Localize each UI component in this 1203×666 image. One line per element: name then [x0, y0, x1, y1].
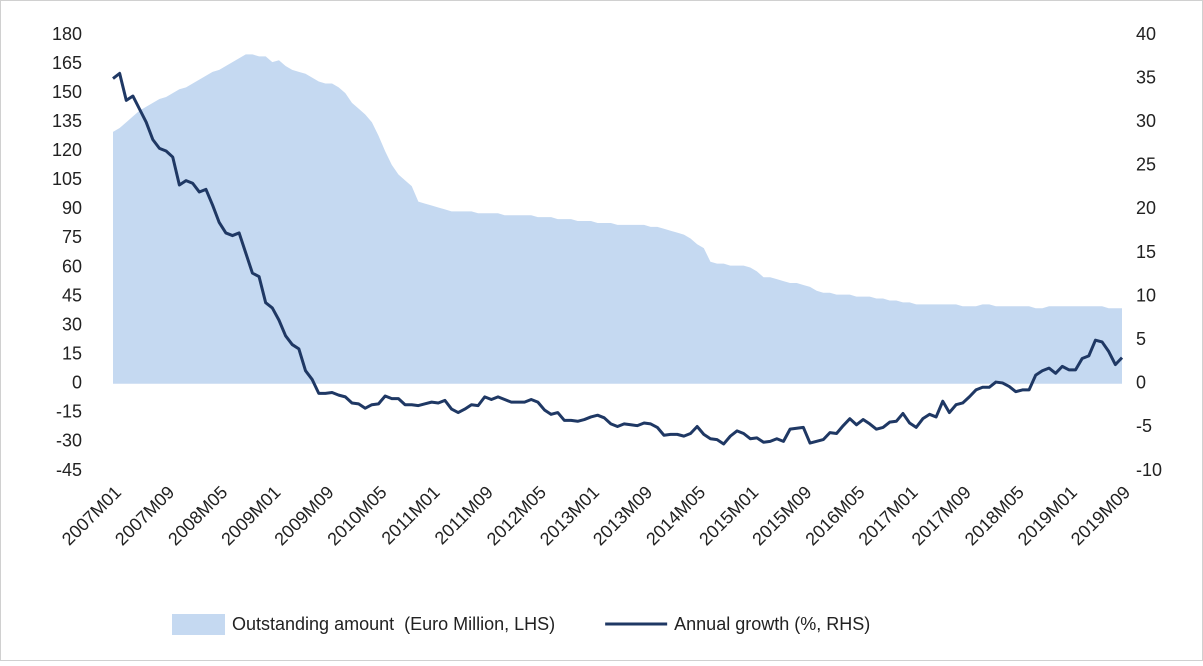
y2-tick-label: 20 [1136, 198, 1156, 218]
y-tick-label: 90 [62, 198, 82, 218]
y2-tick-label: 35 [1136, 67, 1156, 87]
y2-tick-label: 0 [1136, 373, 1146, 393]
area [113, 54, 1122, 384]
y2-tick-label: -5 [1136, 416, 1152, 436]
y-tick-label: 150 [52, 82, 82, 102]
y2-tick-label: 10 [1136, 285, 1156, 305]
legend-label: Outstanding amount (Euro Million, LHS) [232, 614, 555, 634]
y-tick-label: 120 [52, 140, 82, 160]
y2-tick-label: 5 [1136, 329, 1146, 349]
y-tick-label: 45 [62, 285, 82, 305]
legend-swatch [172, 614, 225, 635]
y2-tick-label: -10 [1136, 460, 1162, 480]
y2-tick-label: 40 [1136, 24, 1156, 44]
y-tick-label: 135 [52, 111, 82, 131]
y-tick-label: -45 [56, 460, 82, 480]
y2-tick-label: 25 [1136, 155, 1156, 175]
y-tick-label: 165 [52, 53, 82, 73]
y2-tick-label: 30 [1136, 111, 1156, 131]
y-tick-label: -15 [56, 402, 82, 422]
y-tick-label: 0 [72, 373, 82, 393]
y-tick-label: 75 [62, 227, 82, 247]
y-tick-label: -30 [56, 431, 82, 451]
legend-label: Annual growth (%, RHS) [674, 614, 870, 634]
y-tick-label: 105 [52, 169, 82, 189]
y-tick-label: 60 [62, 256, 82, 276]
y-tick-label: 180 [52, 24, 82, 44]
y2-tick-label: 15 [1136, 242, 1156, 262]
line [112, 71, 1124, 446]
y-tick-label: 15 [62, 343, 82, 363]
y-tick-label: 30 [62, 314, 82, 334]
